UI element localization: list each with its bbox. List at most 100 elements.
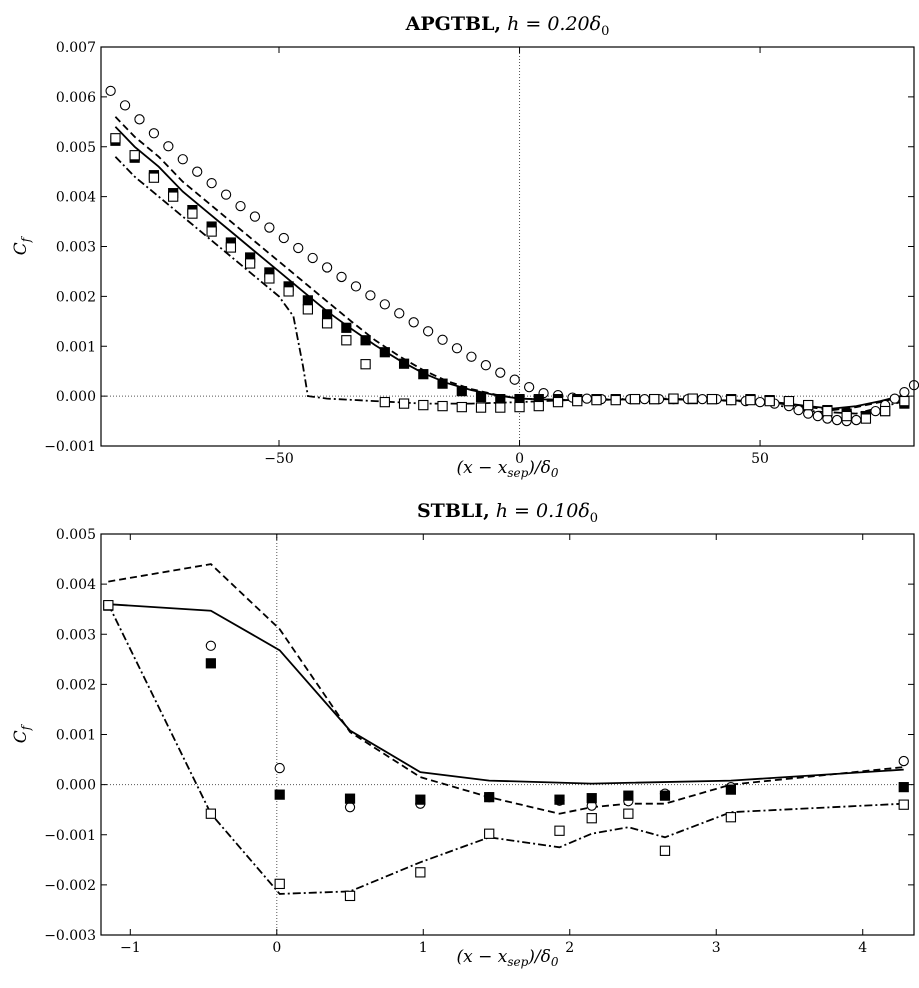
- data-point-open-circle: [509, 374, 520, 385]
- data-point-filled-square: [302, 295, 313, 306]
- data-point-filled-square: [344, 793, 356, 804]
- data-point-open-square: [649, 393, 660, 405]
- data-point-open-circle: [249, 211, 261, 222]
- data-point-open-circle: [408, 317, 419, 328]
- data-point-filled-square: [554, 794, 565, 805]
- x-tick-label: 2: [565, 940, 574, 956]
- data-point-open-square: [341, 335, 352, 346]
- data-point-filled-square: [274, 789, 285, 800]
- y-tick-label: −0.001: [44, 439, 96, 455]
- data-point-open-circle: [293, 242, 304, 254]
- x-tick-label: 1: [419, 940, 428, 956]
- data-point-filled-square: [586, 793, 597, 804]
- data-point-open-square: [456, 401, 467, 413]
- data-point-open-circle: [119, 100, 131, 111]
- data-point-open-circle: [220, 189, 232, 200]
- panel-title: STBLI, h = 0.10δ0: [417, 500, 598, 526]
- data-point-filled-square: [418, 369, 429, 380]
- data-point-open-circle: [870, 405, 881, 417]
- data-point-filled-square: [398, 358, 410, 369]
- data-point-open-square: [418, 399, 429, 411]
- data-point-filled-square: [360, 335, 371, 346]
- data-point-open-square: [610, 394, 621, 406]
- y-tick-label: 0.005: [56, 527, 96, 543]
- data-point-open-circle: [274, 762, 285, 774]
- y-tick-label: 0.006: [56, 90, 96, 106]
- data-point-open-circle: [754, 396, 766, 408]
- data-point-open-circle: [344, 802, 356, 813]
- plot-frame: [100, 46, 915, 447]
- data-point-open-square: [110, 133, 121, 144]
- data-point-filled-square: [205, 658, 216, 669]
- data-point-filled-square: [725, 784, 736, 795]
- panel-apgtbl: APGTBL, h = 0.20δ0 (x − xsep)/δ0 Cf −50 0…: [11, 13, 919, 480]
- data-point-open-circle: [394, 308, 405, 319]
- data-point-open-square: [841, 410, 852, 422]
- data-point-open-square: [726, 394, 737, 406]
- data-point-open-circle: [639, 393, 650, 405]
- x-tick-label: 0: [515, 451, 524, 467]
- data-point-open-circle: [889, 393, 900, 404]
- data-point-open-square: [244, 258, 256, 269]
- data-point-open-circle: [205, 640, 217, 651]
- y-tick-label: 0.005: [56, 140, 96, 156]
- data-point-open-square: [745, 394, 756, 406]
- x-tick-label: 4: [858, 940, 867, 956]
- data-point-open-square: [321, 318, 333, 329]
- data-point-open-circle: [793, 404, 804, 416]
- data-point-open-circle: [803, 408, 814, 419]
- data-point-open-square: [586, 813, 597, 824]
- data-point-open-circle: [495, 367, 506, 378]
- y-tick-label: 0.003: [56, 627, 96, 643]
- series-line-dashed-line: [114, 116, 905, 412]
- data-point-filled-square: [898, 782, 909, 793]
- y-axis-label: Cf: [11, 723, 33, 743]
- x-tick-label: 0: [272, 940, 281, 956]
- y-tick-label: 0.002: [56, 677, 96, 693]
- data-point-open-square: [725, 812, 737, 823]
- data-point-open-circle: [206, 178, 217, 189]
- data-point-open-circle: [831, 414, 843, 426]
- data-point-open-square: [360, 359, 371, 370]
- data-point-filled-square: [659, 790, 671, 801]
- data-point-open-circle: [851, 414, 862, 426]
- data-point-open-circle: [451, 343, 463, 354]
- data-point-filled-square: [322, 309, 333, 320]
- data-point-open-square: [552, 396, 564, 408]
- data-point-open-square: [687, 393, 698, 404]
- data-point-open-square: [283, 286, 294, 297]
- data-point-open-square: [103, 600, 114, 611]
- data-point-open-circle: [307, 252, 318, 264]
- series-line-dashed-line: [108, 563, 904, 815]
- data-point-open-circle: [350, 281, 362, 292]
- data-point-open-square: [344, 890, 356, 902]
- y-axis-label: Cf: [11, 235, 33, 255]
- data-point-open-square: [533, 400, 544, 412]
- data-point-open-square: [591, 394, 602, 406]
- data-point-open-square: [379, 396, 390, 408]
- data-point-open-square: [659, 845, 671, 856]
- data-point-open-square: [629, 393, 641, 405]
- data-point-open-circle: [812, 410, 823, 422]
- x-axis-label: (x − xsep)/δ0: [456, 458, 558, 480]
- panel-stbli: STBLI, h = 0.10δ0 (x − xsep)/δ0 Cf −1 0 1 2…: [11, 500, 915, 969]
- data-point-open-circle: [365, 290, 376, 301]
- data-point-open-square: [274, 878, 285, 890]
- data-point-open-square: [495, 402, 506, 413]
- data-point-open-circle: [379, 299, 390, 310]
- data-point-open-square: [129, 150, 140, 161]
- x-tick-label: −50: [264, 451, 294, 467]
- data-point-open-square: [205, 808, 217, 819]
- y-tick-label: 0.004: [56, 577, 96, 593]
- data-point-open-square: [475, 402, 487, 413]
- x-tick-label: 3: [712, 940, 721, 956]
- data-point-open-circle: [321, 262, 333, 273]
- data-point-open-square: [514, 401, 525, 413]
- data-point-open-circle: [192, 166, 203, 177]
- data-point-filled-square: [415, 794, 426, 805]
- data-point-open-circle: [480, 360, 492, 371]
- data-point-open-square: [764, 395, 775, 407]
- data-point-open-square: [879, 405, 891, 417]
- data-point-open-circle: [437, 334, 448, 345]
